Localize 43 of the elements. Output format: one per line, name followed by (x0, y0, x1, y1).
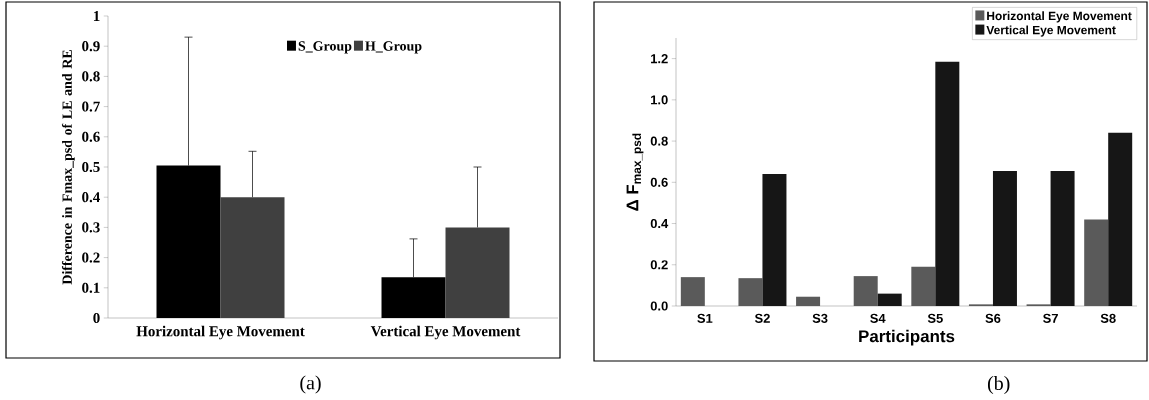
y-tick-label: 0.4 (82, 192, 100, 203)
bar (220, 197, 285, 318)
text: (b) (987, 376, 1010, 395)
y-tick-label: 0.8 (650, 136, 668, 146)
y-tick-label: 0.7 (82, 101, 100, 112)
y-tick-label: 0.2 (650, 260, 668, 270)
legend-label: S_Group (298, 41, 352, 54)
y-tick-label: 0.3 (82, 222, 100, 233)
legend-label: Vertical Eye Movement (986, 25, 1116, 37)
y-tick-label: 1 (93, 11, 100, 21)
bar (877, 293, 902, 306)
y-tick-label: 0.2 (82, 252, 100, 263)
y-tick-label: 1.0 (651, 95, 668, 105)
x-tick-label: S4 (870, 313, 886, 323)
legend-label: H_Group (365, 41, 422, 54)
y-tick-label: 1.2 (651, 54, 668, 64)
bar (762, 174, 787, 306)
y-tick-label: 0.1 (82, 282, 100, 293)
bar (1108, 132, 1133, 306)
x-tick-label: S2 (754, 313, 770, 323)
y-tick-label: 0.5 (82, 161, 100, 173)
text: (a) (300, 375, 321, 394)
y-tick-label: 0.6 (650, 177, 668, 187)
bar (935, 61, 960, 306)
x-tick-label: S6 (985, 313, 1001, 323)
x-tick-label: S5 (927, 313, 943, 323)
x-tick-label: S1 (697, 313, 713, 323)
y-axis-title: Difference in Fmax_psd of LE and RE (61, 50, 75, 285)
legend-label: Horizontal Eye Movement (987, 11, 1132, 23)
y-tick-label: 0.9 (82, 41, 100, 52)
bar (1050, 170, 1075, 306)
x-tick-label: S8 (1100, 313, 1116, 323)
x-tick-label: S7 (1043, 313, 1058, 323)
y-axis-title: Δ F$_{max_psd}$ (626, 133, 644, 211)
bar (445, 227, 510, 318)
x-tick-label: S3 (812, 313, 828, 323)
y-tick-label: 0.0 (650, 301, 668, 311)
x-axis-title: Participants (859, 329, 955, 346)
y-tick-label: 0.6 (82, 131, 100, 142)
y-tick-label: 0.4 (650, 218, 669, 229)
y-tick-label: 0.8 (82, 71, 100, 82)
bar (992, 170, 1017, 306)
y-tick-label: 0 (93, 312, 100, 324)
